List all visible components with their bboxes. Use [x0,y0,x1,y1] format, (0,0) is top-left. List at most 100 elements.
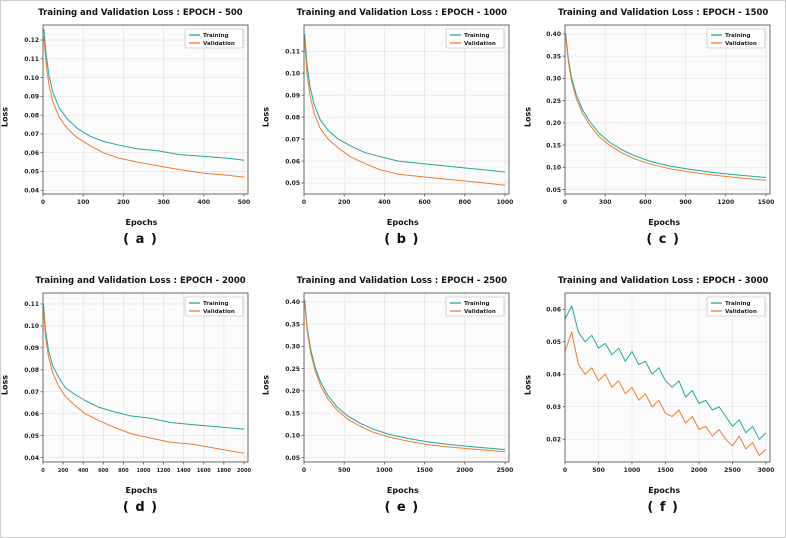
svg-text:0: 0 [302,467,306,474]
svg-text:1600: 1600 [196,468,210,474]
svg-text:0.07: 0.07 [24,389,39,396]
chart-title: Training and Validation Loss : EPOCH - 2… [296,276,507,286]
svg-text:200: 200 [338,199,351,206]
svg-text:0.04: 0.04 [24,187,39,194]
svg-text:0.08: 0.08 [285,114,300,121]
subplot-label: ( c ) [646,232,680,247]
chart-panel-a: Training and Validation Loss : EPOCH - 5… [1,1,262,268]
svg-text:0.05: 0.05 [546,339,561,346]
chart-panel-f: Training and Validation Loss : EPOCH - 3… [524,269,785,536]
svg-text:Training: Training [464,33,490,39]
svg-text:600: 600 [639,199,652,206]
y-axis-label: Loss [262,374,271,396]
svg-text:0.20: 0.20 [546,120,561,127]
svg-text:300: 300 [157,199,170,206]
chart-title: Training and Validation Loss : EPOCH - 5… [38,8,243,18]
svg-text:3000: 3000 [758,467,775,474]
svg-text:Validation: Validation [203,309,235,315]
svg-text:0.11: 0.11 [285,49,300,56]
x-axis-label: Epochs [125,486,158,495]
svg-text:1500: 1500 [416,467,433,474]
subplot-label: ( e ) [384,500,420,515]
svg-text:0.15: 0.15 [546,142,561,149]
subplot-label: ( f ) [647,500,679,515]
svg-text:0.06: 0.06 [24,411,39,418]
svg-text:0.25: 0.25 [285,366,300,373]
chart-title: Training and Validation Loss : EPOCH - 1… [557,8,769,18]
svg-text:0: 0 [302,199,306,206]
chart-title: Training and Validation Loss : EPOCH - 1… [296,8,507,18]
chart-panel-d: Training and Validation Loss : EPOCH - 2… [1,269,262,536]
plot-area: 0 100 200 300 400 500 0.04 0.05 0.06 0.07 0.08 0.09… [24,24,250,206]
svg-text:500: 500 [237,199,250,206]
svg-text:300: 300 [599,199,612,206]
svg-text:0.10: 0.10 [24,75,39,82]
svg-text:600: 600 [418,199,431,206]
svg-text:0.05: 0.05 [24,433,39,440]
svg-text:1400: 1400 [176,468,190,474]
svg-text:0.20: 0.20 [285,388,300,395]
svg-text:500: 500 [338,467,351,474]
svg-text:0.04: 0.04 [24,455,39,462]
svg-text:0.11: 0.11 [24,56,39,63]
svg-text:900: 900 [679,199,692,206]
svg-text:0.06: 0.06 [285,158,300,165]
x-axis-label: Epochs [648,218,681,227]
svg-text:400: 400 [197,199,210,206]
svg-text:0: 0 [563,467,567,474]
plot-area: 0 200 400 600 800 1000 0.05 0.06 0.07 0.08 0.09 0.1… [285,24,513,206]
svg-text:0.09: 0.09 [285,92,300,99]
svg-text:500: 500 [592,467,605,474]
chart-panel-b: Training and Validation Loss : EPOCH - 1… [262,1,523,268]
svg-text:1200: 1200 [718,199,735,206]
y-axis-label: Loss [523,374,533,396]
y-axis-label: Loss [262,106,271,128]
plot-area: 0 500 1000 1500 2000 2500 3000 0.02 0.03 0.04 0.05… [546,292,775,474]
x-axis-label: Epochs [648,486,681,495]
chart-title: Training and Validation Loss : EPOCH - 3… [557,276,769,286]
svg-text:0.35: 0.35 [546,53,561,60]
svg-text:0.11: 0.11 [24,301,39,308]
subplot-label: ( a ) [123,232,158,247]
svg-text:400: 400 [77,468,88,474]
svg-text:0.07: 0.07 [24,131,39,138]
svg-text:1000: 1000 [136,468,150,474]
svg-text:0: 0 [563,199,567,206]
y-axis-label: Loss [523,106,533,128]
svg-text:800: 800 [458,199,471,206]
svg-text:600: 600 [98,468,109,474]
y-axis-label: Loss [1,106,10,128]
svg-text:400: 400 [378,199,391,206]
svg-text:Training: Training [725,33,751,39]
svg-text:2500: 2500 [496,467,513,474]
svg-text:Validation: Validation [725,41,757,47]
svg-text:0.06: 0.06 [24,150,39,157]
svg-text:0.07: 0.07 [285,136,300,143]
svg-text:0.10: 0.10 [285,70,300,77]
svg-text:0.02: 0.02 [546,436,561,443]
svg-text:0.05: 0.05 [546,187,561,194]
x-axis-label: Epochs [386,486,419,495]
svg-text:1500: 1500 [758,199,775,206]
svg-text:0.03: 0.03 [546,404,561,411]
svg-text:0.08: 0.08 [24,112,39,119]
svg-text:0.05: 0.05 [285,455,300,462]
svg-text:Training: Training [725,301,751,307]
svg-text:0.40: 0.40 [285,299,300,306]
svg-text:100: 100 [76,199,89,206]
svg-text:Validation: Validation [464,41,496,47]
svg-text:0.10: 0.10 [24,323,39,330]
svg-text:Validation: Validation [725,309,757,315]
svg-text:0.09: 0.09 [24,345,39,352]
svg-text:0: 0 [40,199,44,206]
svg-text:2000: 2000 [237,468,251,474]
svg-text:0.10: 0.10 [546,165,561,172]
svg-text:1200: 1200 [156,468,170,474]
x-axis-label: Epochs [125,218,158,227]
svg-text:0.09: 0.09 [24,94,39,101]
svg-text:2000: 2000 [691,467,708,474]
svg-text:0.40: 0.40 [546,31,561,38]
svg-text:Training: Training [203,33,229,39]
plot-area: 0 300 600 900 1200 1500 0.05 0.10 0.15 0.20 0.25 0.… [546,24,775,206]
